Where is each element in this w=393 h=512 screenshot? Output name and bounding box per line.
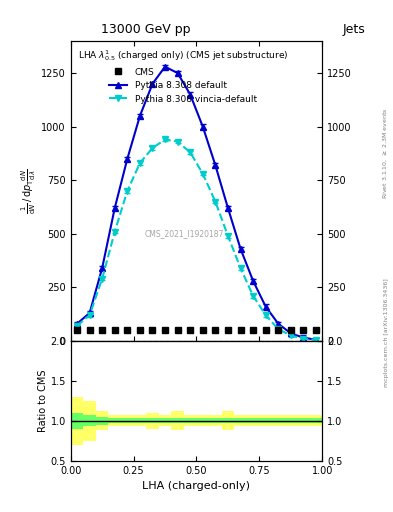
Legend: CMS, Pythia 8.308 default, Pythia 8.308 vincia-default: CMS, Pythia 8.308 default, Pythia 8.308 …	[75, 46, 291, 106]
X-axis label: LHA (charged-only): LHA (charged-only)	[143, 481, 250, 491]
Y-axis label: Ratio to CMS: Ratio to CMS	[38, 370, 48, 432]
Text: mcplots.cern.ch [arXiv:1306.3436]: mcplots.cern.ch [arXiv:1306.3436]	[384, 279, 389, 387]
Text: 13000 GeV pp: 13000 GeV pp	[101, 23, 190, 36]
Text: Rivet 3.1.10, $\geq$ 2.3M events: Rivet 3.1.10, $\geq$ 2.3M events	[382, 108, 389, 199]
Y-axis label: $\frac{1}{\mathrm{d}N}\,/\,\mathrm{d}p_\mathrm{T}\frac{\mathrm{d}N}{\mathrm{d}\l: $\frac{1}{\mathrm{d}N}\,/\,\mathrm{d}p_\…	[20, 168, 39, 214]
Text: CMS_2021_I1920187: CMS_2021_I1920187	[144, 229, 224, 238]
Text: Jets: Jets	[343, 23, 365, 36]
